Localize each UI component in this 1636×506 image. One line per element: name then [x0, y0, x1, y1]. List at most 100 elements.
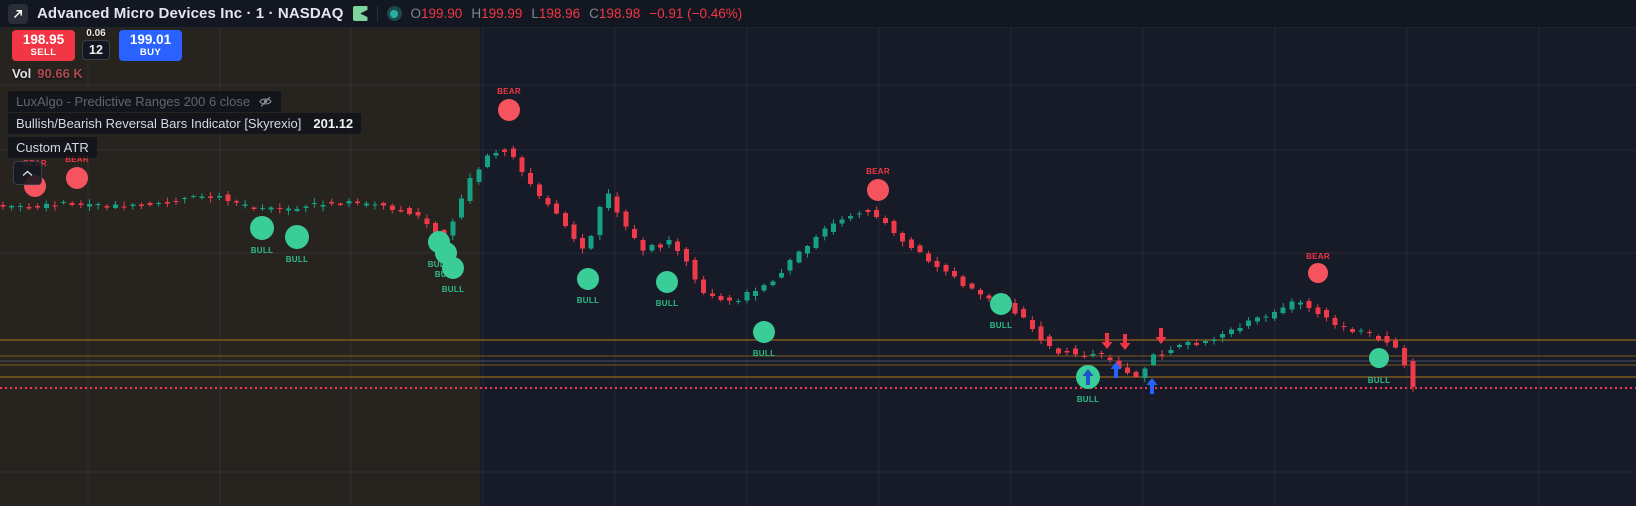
candle	[1090, 354, 1096, 356]
candle	[640, 239, 646, 251]
candle	[1055, 348, 1061, 354]
candle	[1228, 329, 1234, 335]
candle	[1176, 344, 1182, 348]
candle	[753, 291, 759, 296]
candle	[130, 204, 136, 206]
candle	[1073, 348, 1079, 355]
candle	[355, 201, 361, 203]
candle	[934, 260, 940, 267]
bull-marker-label: BULL	[1077, 395, 1100, 404]
candle	[69, 203, 75, 205]
candle	[441, 230, 447, 234]
candle	[1211, 339, 1217, 341]
candle	[389, 205, 395, 211]
candle	[476, 169, 482, 182]
candle	[225, 194, 231, 201]
candle	[1029, 319, 1035, 329]
indicator-name: Bullish/Bearish Reversal Bars Indicator …	[16, 116, 302, 131]
candle	[1263, 316, 1269, 318]
candle	[484, 155, 490, 167]
candle	[813, 236, 819, 249]
candle	[251, 207, 257, 210]
candle	[1159, 354, 1165, 356]
candle	[407, 207, 413, 215]
bull-marker-circle	[656, 271, 678, 293]
candle	[260, 207, 265, 210]
candle	[908, 239, 914, 248]
candle	[510, 148, 516, 157]
candle	[458, 198, 464, 218]
candle	[571, 224, 577, 239]
trade-panel: 198.95 SELL 0.06 12 199.01 BUY	[12, 28, 182, 61]
candle	[320, 205, 326, 207]
sell-label: SELL	[30, 46, 57, 58]
lot-size-box[interactable]: 12	[82, 40, 110, 60]
bull-marker-circle	[250, 216, 274, 240]
legend-collapse-button[interactable]	[13, 161, 42, 185]
candle	[865, 210, 871, 213]
candle	[606, 193, 611, 209]
candle	[1375, 335, 1381, 341]
candle	[1047, 336, 1053, 347]
bear-marker-circle	[1308, 263, 1328, 283]
sell-button[interactable]: 198.95 SELL	[12, 30, 75, 61]
candle	[986, 295, 992, 299]
candle	[1021, 309, 1027, 318]
candle	[856, 213, 862, 215]
candle	[1202, 340, 1208, 344]
candle	[1246, 320, 1252, 327]
candle	[0, 205, 6, 207]
candle	[311, 203, 317, 205]
candle	[536, 184, 542, 197]
bear-marker-circle	[66, 167, 88, 189]
candle	[683, 249, 689, 262]
candle	[337, 203, 343, 205]
bear-marker-circle	[867, 179, 889, 201]
symbol-search-button[interactable]	[8, 3, 28, 24]
bull-marker-circle	[442, 257, 464, 279]
ohlc-readout: O199.90 H199.99 L198.96 C198.98 −0.91 (−…	[411, 6, 743, 21]
candle	[346, 200, 352, 204]
candle	[709, 293, 715, 296]
indicator-row-custom-atr[interactable]: Custom ATR	[8, 137, 97, 158]
candle	[190, 196, 196, 198]
candle	[580, 238, 586, 249]
candle	[874, 210, 880, 218]
bull-marker-circle	[577, 268, 599, 290]
candle	[1280, 307, 1286, 313]
candle	[1306, 301, 1312, 308]
candle	[528, 172, 534, 185]
candle	[156, 202, 162, 205]
candle	[78, 203, 84, 205]
symbol-title[interactable]: Advanced Micro Devices Inc · 1 · NASDAQ	[37, 5, 344, 22]
candle	[381, 203, 387, 206]
indicator-row-luxalgo[interactable]: LuxAlgo - Predictive Ranges 200 6 close	[8, 91, 282, 112]
candle	[943, 264, 949, 272]
candle	[433, 223, 438, 234]
candle	[138, 204, 144, 206]
bear-marker-label: BEAR	[497, 87, 521, 96]
candle	[727, 297, 733, 301]
candle	[926, 253, 932, 262]
indicator-row-skyrexio[interactable]: Bullish/Bearish Reversal Bars Indicator …	[8, 113, 362, 134]
candle	[1194, 342, 1200, 345]
bull-marker-label: BULL	[577, 296, 600, 305]
candle	[1168, 349, 1174, 354]
bull-marker-label: BULL	[286, 255, 309, 264]
candle	[1349, 328, 1355, 332]
candle	[822, 228, 828, 237]
candle	[502, 149, 508, 152]
buy-price: 199.01	[129, 31, 172, 47]
candle	[969, 283, 975, 289]
candle	[1125, 367, 1130, 374]
candle	[199, 196, 205, 199]
toolbar-divider	[376, 5, 378, 22]
visibility-toggle-button[interactable]	[258, 94, 273, 109]
candle	[1410, 361, 1416, 387]
candle	[329, 202, 335, 204]
buy-button[interactable]: 199.01 BUY	[119, 30, 182, 61]
candle	[977, 290, 983, 295]
bull-marker-circle	[1369, 348, 1389, 368]
